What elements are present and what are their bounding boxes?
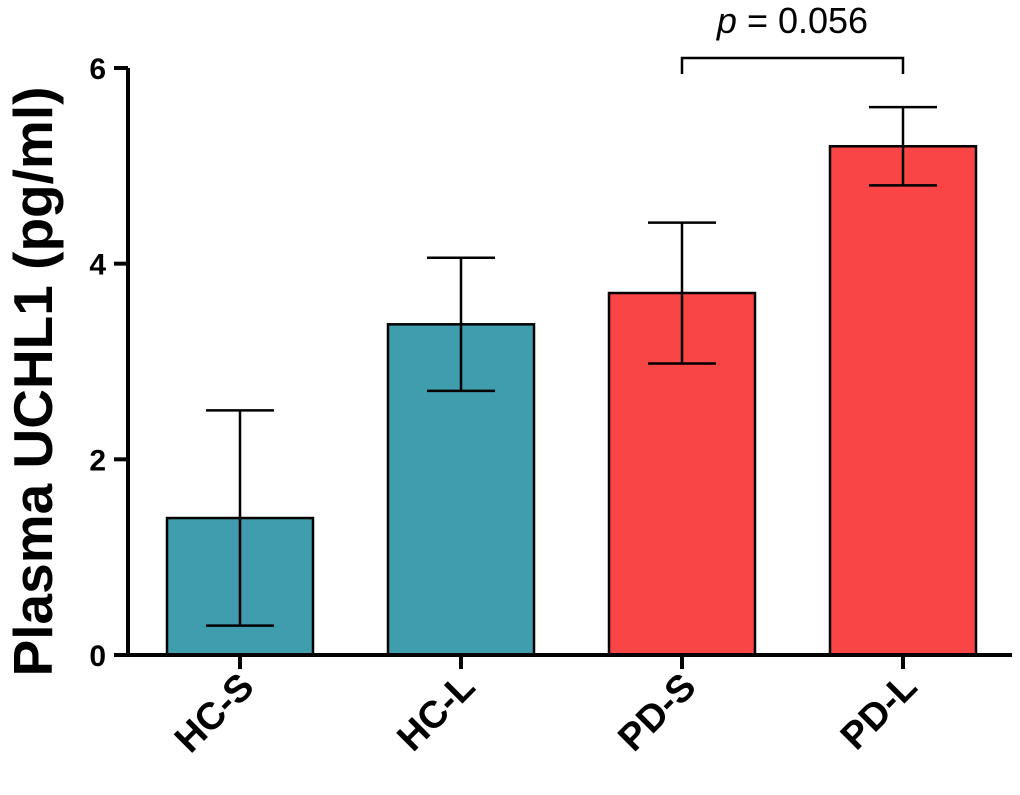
bar-pd-l	[828, 145, 978, 657]
y-tick-label: 2	[89, 444, 106, 477]
y-tick-label: 6	[89, 53, 106, 86]
significance-annotation: p = 0.056	[680, 0, 905, 74]
x-tick-label: HC-S	[167, 666, 262, 761]
significance-bracket	[680, 56, 905, 74]
bars	[165, 145, 978, 657]
x-tick-label: PD-L	[833, 666, 925, 758]
y-tick-label: 0	[89, 640, 106, 673]
x-axis: HC-S HC-L PD-S PD-L	[126, 653, 1012, 761]
p-value: = 0.056	[737, 0, 868, 41]
x-tick-label: HC-L	[389, 666, 483, 760]
x-tick-label: PD-S	[610, 666, 704, 760]
y-tick-label: 4	[89, 249, 106, 282]
y-axis: 0 2 4 6	[89, 53, 130, 673]
error-bars	[206, 105, 937, 627]
y-axis-title: Plasma UCHL1 (pg/ml)	[2, 87, 64, 677]
p-value-label: p = 0.056	[716, 0, 868, 41]
p-symbol: p	[716, 0, 737, 41]
